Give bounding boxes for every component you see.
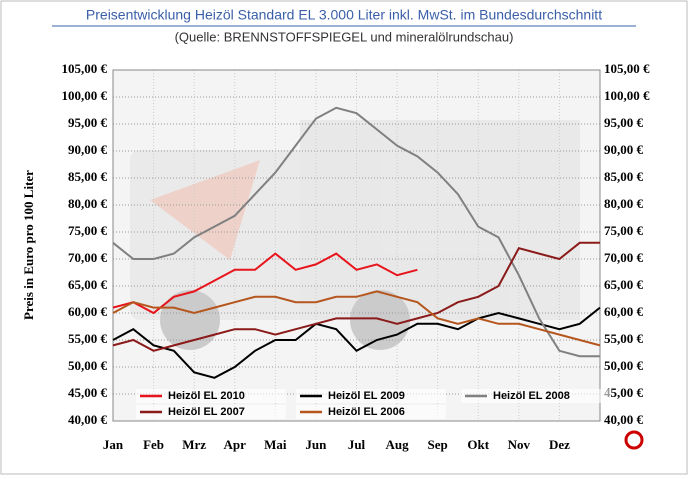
legend-label: Heizöl EL 2008 bbox=[493, 390, 570, 402]
legend-label: Heizöl EL 2010 bbox=[168, 390, 245, 402]
y2-tick-label: 95,00 € bbox=[604, 115, 644, 130]
y2-tick-label: 75,00 € bbox=[604, 223, 644, 238]
data-line bbox=[112, 241, 600, 352]
y-tick-label: 40,00 € bbox=[68, 412, 108, 427]
x-tick-label: Apr bbox=[224, 437, 247, 452]
x-tick-label: Nov bbox=[508, 437, 531, 452]
data-line bbox=[112, 290, 601, 347]
y-tick-label: 70,00 € bbox=[68, 250, 108, 265]
data-line bbox=[112, 252, 418, 315]
y2-tick-label: 40,00 € bbox=[604, 412, 644, 427]
y-tick-label: 45,00 € bbox=[68, 385, 108, 400]
chart-title: Preisentwicklung Heizöl Standard EL 3.00… bbox=[86, 7, 602, 23]
y2-tick-label: 55,00 € bbox=[604, 331, 644, 346]
data-line bbox=[112, 106, 600, 358]
y-axis-label: Preis in Euro pro 100 Liter bbox=[21, 170, 36, 320]
y-tick-label: 75,00 € bbox=[68, 223, 108, 238]
legend-bg bbox=[296, 389, 446, 403]
y-tick-label: 100,00 € bbox=[62, 88, 108, 103]
y2-tick-label: 100,00 € bbox=[604, 88, 650, 103]
x-tick-label: Dez bbox=[549, 437, 570, 452]
plot-background bbox=[113, 70, 600, 421]
plot-border bbox=[112, 69, 601, 422]
logo bbox=[624, 430, 644, 450]
x-tick-label: Sep bbox=[428, 437, 448, 452]
y-tick-label: 60,00 € bbox=[68, 304, 108, 319]
y2-tick-label: 50,00 € bbox=[604, 358, 644, 373]
legend-bg bbox=[296, 405, 446, 419]
y-tick-label: 95,00 € bbox=[68, 115, 108, 130]
y-tick-label: 65,00 € bbox=[68, 277, 108, 292]
x-tick-label: Mai bbox=[264, 437, 287, 452]
y-tick-label: 55,00 € bbox=[68, 331, 108, 346]
x-tick-label: Okt bbox=[467, 437, 489, 452]
y-tick-label: 90,00 € bbox=[68, 142, 108, 157]
data-line bbox=[112, 306, 601, 379]
legend-label: Heizöl EL 2007 bbox=[168, 406, 245, 418]
y-tick-label: 85,00 € bbox=[68, 169, 108, 184]
x-tick-label: Jan bbox=[103, 437, 124, 452]
legend-label: Heizöl EL 2009 bbox=[328, 390, 405, 402]
y2-tick-label: 70,00 € bbox=[604, 250, 644, 265]
legend-label: Heizöl EL 2006 bbox=[328, 406, 405, 418]
y-tick-label: 50,00 € bbox=[68, 358, 108, 373]
legend-bg bbox=[136, 405, 286, 419]
x-tick-label: Feb bbox=[143, 437, 164, 452]
legend-bg bbox=[461, 389, 611, 403]
y2-tick-label: 90,00 € bbox=[604, 142, 644, 157]
x-tick-label: Jun bbox=[305, 437, 327, 452]
y2-tick-label: 80,00 € bbox=[604, 196, 644, 211]
y-tick-label: 105,00 € bbox=[62, 61, 108, 76]
chart-subtitle: (Quelle: BRENNSTOFFSPIEGEL und mineralöl… bbox=[175, 29, 514, 44]
y2-tick-label: 45,00 € bbox=[604, 385, 644, 400]
x-tick-label: Aug bbox=[386, 437, 410, 452]
y2-tick-label: 65,00 € bbox=[604, 277, 644, 292]
y2-tick-label: 60,00 € bbox=[604, 304, 644, 319]
x-tick-label: Jul bbox=[348, 437, 366, 452]
y2-tick-label: 105,00 € bbox=[604, 61, 650, 76]
y2-tick-label: 85,00 € bbox=[604, 169, 644, 184]
x-tick-label: Mrz bbox=[182, 437, 206, 452]
legend-bg bbox=[136, 389, 286, 403]
background-truck bbox=[130, 120, 580, 350]
y-tick-label: 80,00 € bbox=[68, 196, 108, 211]
